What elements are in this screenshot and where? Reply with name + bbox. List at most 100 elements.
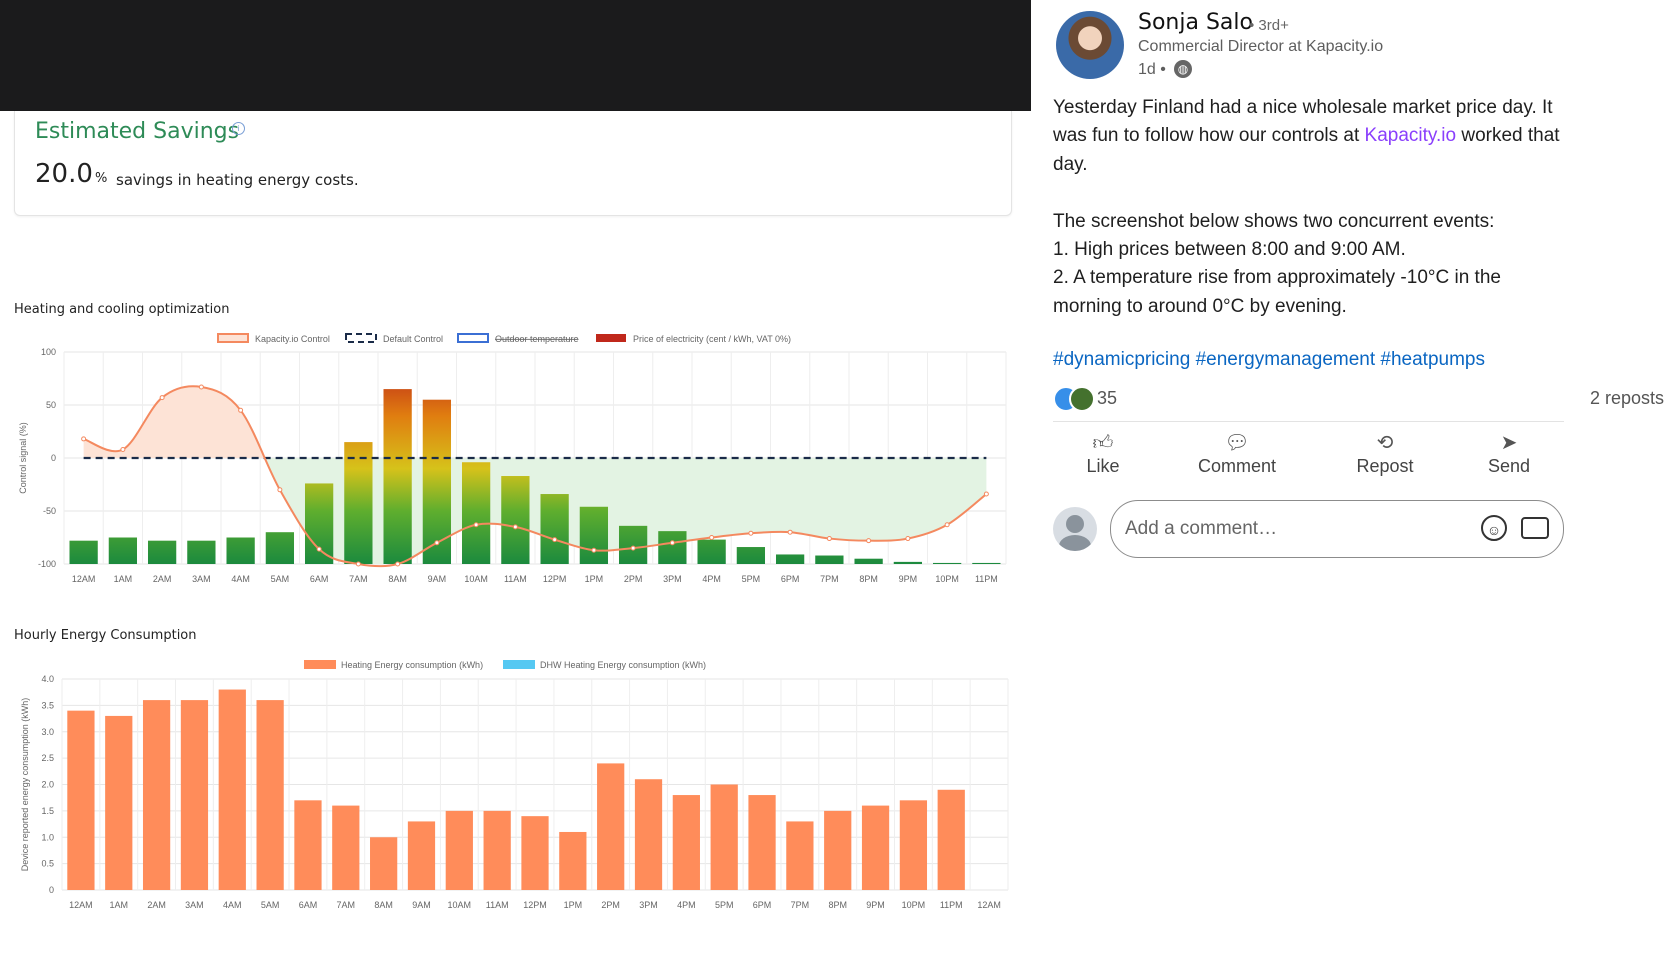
x-tick-label: 12AM — [69, 900, 93, 910]
author-avatar[interactable] — [1056, 11, 1124, 79]
hashtags[interactable]: #dynamicpricing #energymanagement #heatp… — [1053, 349, 1485, 370]
x-tick-label: 11AM — [486, 900, 509, 910]
x-tick-label: 2AM — [147, 900, 166, 910]
legend-label: Heating Energy consumption (kWh) — [341, 660, 483, 670]
price-bar — [147, 540, 177, 564]
kapacity-control-point — [905, 536, 911, 542]
x-tick-label: 5PM — [742, 574, 761, 584]
post-text: 1. High prices between 8:00 and 9:00 AM. — [1053, 239, 1406, 261]
x-tick-label: 8AM — [374, 900, 393, 910]
send-icon: ➤ — [1500, 432, 1518, 454]
energy-bar — [294, 800, 322, 890]
kapacity-control-point — [198, 384, 204, 390]
y-tick-label: 3.5 — [41, 700, 54, 710]
reposts-count[interactable]: 2 reposts — [1589, 388, 1664, 408]
x-tick-label: 10PM — [902, 900, 926, 910]
x-tick-label: 2PM — [624, 574, 643, 584]
divider — [1053, 421, 1564, 422]
energy-bar — [597, 763, 625, 890]
repost-label: Repost — [1356, 456, 1414, 476]
linkedin-post: Sonja Salo • 3rd+ Commercial Director at… — [1031, 0, 1666, 973]
legend-label: Outdoor temperature — [495, 334, 579, 344]
x-tick-label: 9PM — [866, 900, 885, 910]
x-tick-label: 1PM — [585, 574, 604, 584]
price-bar — [697, 539, 726, 564]
emoji-icon[interactable]: ☺ — [1481, 515, 1507, 541]
info-icon[interactable]: i — [232, 122, 245, 135]
x-tick-label: 5PM — [715, 900, 734, 910]
x-tick-label: 10AM — [448, 900, 472, 910]
x-tick-label: 7PM — [791, 900, 810, 910]
y-tick-label: 3.0 — [41, 727, 54, 737]
energy-bar — [256, 700, 284, 890]
heating-cooling-chart: 100 50 0 -50 -100 Control signal (%) Kapacity.… — [18, 333, 1007, 584]
x-tick-label: 4PM — [702, 574, 721, 584]
image-icon[interactable] — [1521, 517, 1549, 539]
post-text: worked that day. — [1053, 125, 1560, 175]
x-tick-label: 6AM — [310, 574, 329, 584]
globe-icon: ◍ — [1174, 60, 1192, 78]
repost-button[interactable]: ⟲ Repost — [1351, 430, 1419, 477]
x-tick-label: 12AM — [977, 900, 1001, 910]
x-tick-label: 8AM — [388, 574, 407, 584]
y-tick-label: 0.5 — [41, 859, 54, 869]
price-bar — [579, 506, 609, 564]
dashboard-panel: Estimated Savings i 20.0 % savings in he… — [0, 0, 1031, 910]
legend-label: Default Control — [383, 334, 443, 344]
send-button[interactable]: ➤ Send — [1485, 430, 1533, 477]
price-bar — [658, 531, 687, 564]
x-tick-label: 4AM — [223, 900, 242, 910]
x-tick-label: 12AM — [72, 574, 96, 584]
kapacity-control-point — [473, 522, 479, 528]
x-tick-label: 2PM — [601, 900, 620, 910]
x-tick-label: 5AM — [261, 900, 280, 910]
savings-value: 20.0 — [35, 159, 93, 189]
x-tick-label: 9PM — [899, 574, 918, 584]
energy-bar — [332, 805, 360, 890]
price-bar — [69, 540, 98, 564]
energy-bar — [559, 831, 587, 890]
y-tick-label: 1.5 — [41, 806, 54, 816]
price-bar — [304, 483, 334, 564]
kapacity-link[interactable]: Kapacity.io — [1364, 125, 1457, 147]
post-time: 1d • — [1138, 61, 1166, 78]
price-bar — [815, 555, 844, 564]
energy-bar — [824, 810, 852, 890]
comment-input[interactable]: Add a comment… ☺ — [1110, 500, 1564, 558]
x-tick-label: 1PM — [564, 900, 583, 910]
x-tick-label: 5AM — [271, 574, 290, 584]
energy-bar — [634, 779, 663, 890]
legend-swatch-heating — [304, 660, 336, 669]
like-button[interactable]: 👍︎ Like — [1083, 430, 1123, 477]
kapacity-control-point — [316, 546, 322, 552]
chart1-title: Heating and cooling optimization — [14, 302, 230, 317]
price-bar — [108, 537, 138, 564]
connection-degree: • 3rd+ — [1249, 17, 1289, 34]
x-tick-label: 3AM — [185, 900, 204, 910]
x-tick-label: 12PM — [523, 900, 547, 910]
savings-area-above — [83, 386, 987, 458]
comment-placeholder: Add a comment… — [1125, 518, 1278, 539]
price-bar — [775, 554, 805, 564]
legend-label: Price of electricity (cent / kWh, VAT 0%… — [633, 334, 791, 344]
send-label: Send — [1487, 456, 1531, 476]
legend-label: DHW Heating Energy consumption (kWh) — [540, 660, 706, 670]
x-tick-label: 10PM — [935, 574, 959, 584]
legend-swatch-outdoor — [457, 333, 489, 343]
energy-bar — [370, 837, 398, 890]
price-bar — [932, 562, 962, 564]
x-tick-label: 11AM — [504, 574, 527, 584]
post-text: Yesterday Finland had a nice wholesale m… — [1053, 97, 1553, 147]
x-tick-label: 11PM — [975, 574, 998, 584]
x-tick-label: 11PM — [940, 900, 963, 910]
price-bar — [226, 537, 255, 564]
comment-button[interactable]: 💬︎ Comment — [1191, 430, 1283, 477]
energy-bar — [67, 710, 95, 890]
price-bar — [618, 525, 648, 564]
energy-bar — [710, 784, 738, 890]
y-axis-title: Control signal (%) — [18, 422, 28, 494]
price-bar — [972, 562, 1001, 564]
kapacity-control-point — [709, 535, 715, 540]
author-name[interactable]: Sonja Salo — [1138, 10, 1253, 35]
like-label: Like — [1086, 456, 1120, 476]
